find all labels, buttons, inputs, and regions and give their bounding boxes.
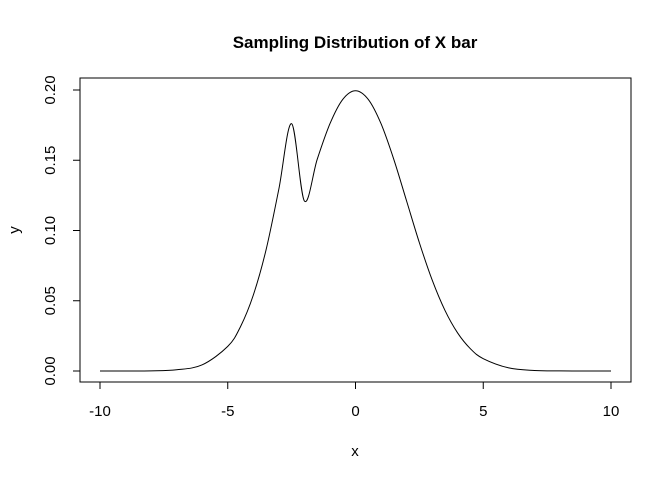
x-tick-label: -5 (221, 403, 234, 420)
y-tick-label: 0.15 (42, 146, 59, 175)
x-tick-label: -10 (89, 403, 111, 420)
x-axis: -10 -5 0 5 10 (89, 381, 620, 420)
y-tick-label: 0.20 (42, 75, 59, 104)
y-axis: 0.00 0.05 0.10 0.15 0.20 (42, 75, 81, 386)
x-tick-label: 5 (479, 403, 487, 420)
y-tick-label: 0.05 (42, 286, 59, 315)
plot-area-frame (79, 77, 632, 383)
y-tick-label: 0.00 (42, 356, 59, 385)
density-curve (99, 90, 612, 372)
y-axis-label: y (6, 226, 23, 234)
x-axis-label: x (351, 443, 359, 460)
y-tick-label: 0.10 (42, 216, 59, 245)
x-tick-label: 0 (351, 403, 359, 420)
chart-title: Sampling Distribution of X bar (233, 33, 478, 52)
x-tick-label: 10 (603, 403, 620, 420)
